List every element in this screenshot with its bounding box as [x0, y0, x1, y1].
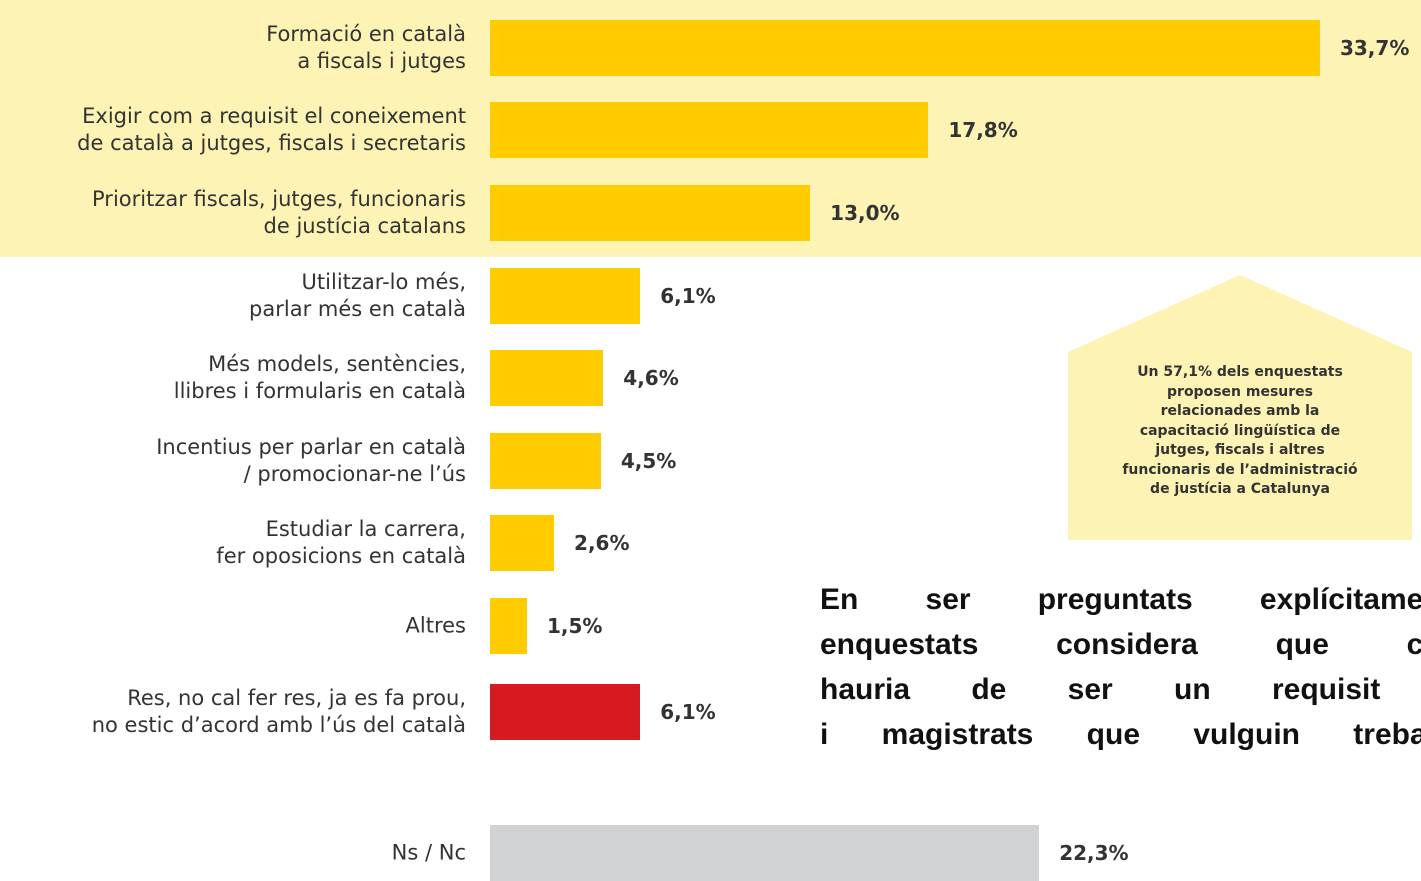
category-label: Formació en català a fiscals i jutges	[266, 22, 466, 73]
bar	[490, 102, 929, 158]
category-label: Res, no cal fer res, ja es fa prou, no e…	[91, 686, 466, 737]
bar	[490, 185, 811, 241]
callout-text: funcionaris de l’administració	[1122, 461, 1358, 478]
bar	[490, 268, 641, 324]
bar	[490, 684, 641, 740]
paragraph-line: hauria de ser un requisit p	[820, 673, 1421, 706]
category-label: Estudiar la carrera, fer oposicions en c…	[216, 517, 466, 568]
category-label: Més models, sentències, llibres i formul…	[173, 352, 466, 403]
category-label: Prioritzar fiscals, jutges, funcionaris …	[92, 187, 466, 238]
callout-text: proposen mesures	[1167, 383, 1313, 400]
callout-text: de justícia a Catalunya	[1150, 481, 1330, 497]
value-label: 17,8%	[948, 118, 1018, 142]
category-label: Exigir com a requisit el coneixement de …	[77, 104, 466, 155]
value-label: 1,5%	[546, 614, 603, 638]
value-label: 2,6%	[574, 531, 630, 555]
paragraph-line: enquestats considera que con	[820, 628, 1421, 661]
category-label: Utilitzar-lo més, parlar més en català	[249, 270, 466, 321]
paragraph-line: i magistrats que vulguin treballa	[820, 718, 1421, 751]
value-label: 6,1%	[660, 700, 716, 724]
value-label: 22,3%	[1059, 841, 1129, 865]
bar	[490, 350, 604, 406]
bar	[490, 598, 527, 654]
value-label: 4,5%	[620, 449, 677, 473]
value-label: 33,7%	[1339, 36, 1410, 60]
callout-text: relacionades amb la	[1160, 403, 1320, 419]
callout-box	[1068, 275, 1412, 540]
bar	[490, 825, 1040, 881]
paragraph-line: En ser preguntats explícitament,	[820, 583, 1421, 616]
category-label: Altres	[405, 613, 466, 638]
bar	[490, 515, 555, 571]
value-label: 13,0%	[830, 201, 900, 225]
category-label: Incentius per parlar en català / promoci…	[156, 435, 466, 486]
category-label: Ns / Nc	[391, 840, 466, 865]
callout-text: capacitació lingüística de	[1139, 422, 1341, 439]
callout-text: Un 57,1% dels enquestats	[1137, 364, 1343, 380]
bar	[490, 433, 601, 489]
value-label: 6,1%	[660, 284, 716, 308]
bar	[490, 20, 1320, 76]
value-label: 4,6%	[623, 366, 679, 390]
callout-text: jutges, fiscals i altres	[1155, 442, 1325, 458]
